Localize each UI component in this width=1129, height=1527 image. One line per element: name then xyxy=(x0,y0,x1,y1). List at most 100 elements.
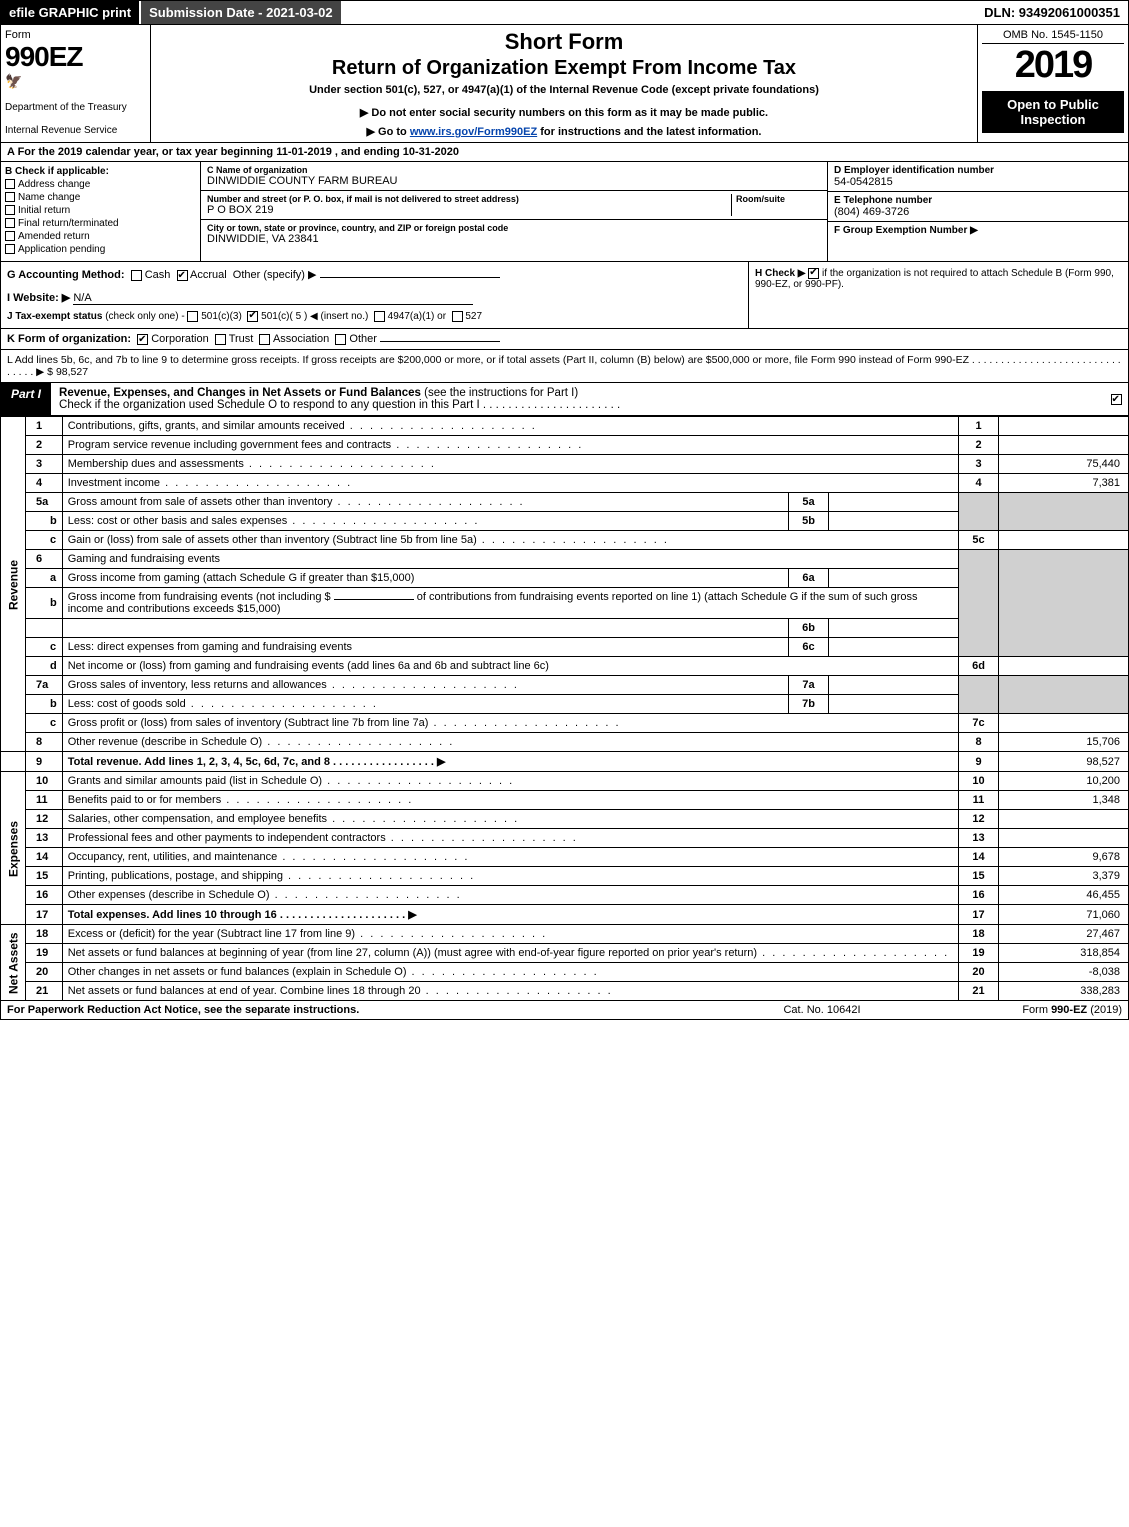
check-name-change[interactable]: Name change xyxy=(5,192,196,203)
page-footer: For Paperwork Reduction Act Notice, see … xyxy=(0,1001,1129,1020)
spacer xyxy=(341,1,977,24)
line-num: 18 xyxy=(26,925,63,944)
city-value: DINWIDDIE, VA 23841 xyxy=(207,233,821,245)
line-col: 5c xyxy=(959,531,999,550)
line-amount: 7,381 xyxy=(999,474,1129,493)
check-amended-return[interactable]: Amended return xyxy=(5,231,196,242)
line-col: 19 xyxy=(959,944,999,963)
line-col: 11 xyxy=(959,791,999,810)
check-final-return[interactable]: Final return/terminated xyxy=(5,218,196,229)
table-row: 4 Investment income 4 7,381 xyxy=(1,474,1129,493)
line-num: 21 xyxy=(26,982,63,1001)
revenue-side-label: Revenue xyxy=(1,417,26,752)
line-amount xyxy=(999,829,1129,848)
other-specify-input[interactable] xyxy=(320,277,500,278)
line-amount: 27,467 xyxy=(999,925,1129,944)
table-row: 12 Salaries, other compensation, and emp… xyxy=(1,810,1129,829)
line-amount xyxy=(999,531,1129,550)
form-ref-prefix: Form xyxy=(1022,1004,1051,1016)
line-num: 7a xyxy=(26,676,63,695)
line-desc: Net assets or fund balances at end of ye… xyxy=(62,982,958,1001)
line-col: 2 xyxy=(959,436,999,455)
line-6b-amount-input[interactable] xyxy=(334,599,414,600)
ein-value: 54-0542815 xyxy=(834,176,1122,188)
line-num: b xyxy=(26,695,63,714)
line-col: 9 xyxy=(959,752,999,772)
box-value xyxy=(829,569,959,588)
line-desc: Net assets or fund balances at beginning… xyxy=(62,944,958,963)
under-section-text: Under section 501(c), 527, or 4947(a)(1)… xyxy=(161,84,967,96)
checkbox-trust[interactable] xyxy=(215,334,226,345)
table-row: 20 Other changes in net assets or fund b… xyxy=(1,963,1129,982)
checkbox-accrual[interactable] xyxy=(177,270,188,281)
i-website: I Website: ▶ N/A xyxy=(7,291,742,305)
check-initial-return[interactable]: Initial return xyxy=(5,205,196,216)
cash-label: Cash xyxy=(145,269,171,281)
501c3-label: 501(c)(3) xyxy=(201,311,242,322)
h-check: H Check ▶ if the organization is not req… xyxy=(748,262,1128,328)
line-col: 14 xyxy=(959,848,999,867)
header-right: OMB No. 1545-1150 2019 Open to Public In… xyxy=(978,25,1128,142)
shaded-cell xyxy=(999,676,1129,714)
527-label: 527 xyxy=(465,311,482,322)
line-desc: Total expenses. Add lines 10 through 16 … xyxy=(62,905,958,925)
checkbox-corporation[interactable] xyxy=(137,334,148,345)
box-value xyxy=(829,676,959,695)
check-address-change[interactable]: Address change xyxy=(5,179,196,190)
line-col: 4 xyxy=(959,474,999,493)
checkbox-cash[interactable] xyxy=(131,270,142,281)
netassets-side-label: Net Assets xyxy=(1,925,26,1001)
table-row: 15 Printing, publications, postage, and … xyxy=(1,867,1129,886)
row-a-tax-year: A For the 2019 calendar year, or tax yea… xyxy=(0,143,1129,162)
line-amount: 46,455 xyxy=(999,886,1129,905)
irs-label: Internal Revenue Service xyxy=(5,125,146,136)
line-col: 18 xyxy=(959,925,999,944)
check-label: Name change xyxy=(18,192,80,203)
check-application-pending[interactable]: Application pending xyxy=(5,244,196,255)
line-desc: Membership dues and assessments xyxy=(62,455,958,474)
box-label: 6c xyxy=(789,638,829,657)
do-not-enter-text: ▶ Do not enter social security numbers o… xyxy=(161,106,967,119)
short-form-title: Short Form xyxy=(161,29,967,55)
checkbox-4947[interactable] xyxy=(374,311,385,322)
checkbox-h[interactable] xyxy=(808,268,819,279)
checkbox-association[interactable] xyxy=(259,334,270,345)
section-c-name-address: C Name of organization DINWIDDIE COUNTY … xyxy=(201,162,828,261)
line-amount: 71,060 xyxy=(999,905,1129,925)
efile-button[interactable]: efile GRAPHIC print xyxy=(1,1,139,24)
dln-label: DLN: 93492061000351 xyxy=(976,1,1128,24)
other-org-input[interactable] xyxy=(380,341,500,342)
line-desc: Other revenue (describe in Schedule O) xyxy=(62,733,958,752)
line-col: 10 xyxy=(959,772,999,791)
other-label: Other xyxy=(349,333,377,345)
checkbox-501c[interactable] xyxy=(247,311,258,322)
h-label: H Check ▶ xyxy=(755,268,805,279)
table-row: 13 Professional fees and other payments … xyxy=(1,829,1129,848)
checkbox-other-org[interactable] xyxy=(335,334,346,345)
line-desc xyxy=(62,619,788,638)
form-ref: Form 990-EZ (2019) xyxy=(922,1004,1122,1016)
line-num xyxy=(26,619,63,638)
box-label: 7a xyxy=(789,676,829,695)
table-row: d Net income or (loss) from gaming and f… xyxy=(1,657,1129,676)
table-row: 14 Occupancy, rent, utilities, and maint… xyxy=(1,848,1129,867)
check-label: Initial return xyxy=(18,205,70,216)
g-label: G Accounting Method: xyxy=(7,269,125,281)
k-label: K Form of organization: xyxy=(7,333,131,345)
line-desc: Total revenue. Add lines 1, 2, 3, 4, 5c,… xyxy=(62,752,958,772)
row-l: L Add lines 5b, 6c, and 7b to line 9 to … xyxy=(0,350,1129,383)
4947-label: 4947(a)(1) or xyxy=(388,311,446,322)
checkbox-501c3[interactable] xyxy=(187,311,198,322)
box-label: 5a xyxy=(789,493,829,512)
omb-number: OMB No. 1545-1150 xyxy=(982,29,1124,44)
line-col: 15 xyxy=(959,867,999,886)
line-col: 21 xyxy=(959,982,999,1001)
irs-link[interactable]: www.irs.gov/Form990EZ xyxy=(410,126,537,138)
shaded-cell xyxy=(999,493,1129,531)
box-value xyxy=(829,619,959,638)
part1-schedule-o-check[interactable] xyxy=(1104,383,1128,415)
line-col: 20 xyxy=(959,963,999,982)
submission-date-button[interactable]: Submission Date - 2021-03-02 xyxy=(139,1,341,24)
line-amount xyxy=(999,417,1129,436)
checkbox-527[interactable] xyxy=(452,311,463,322)
